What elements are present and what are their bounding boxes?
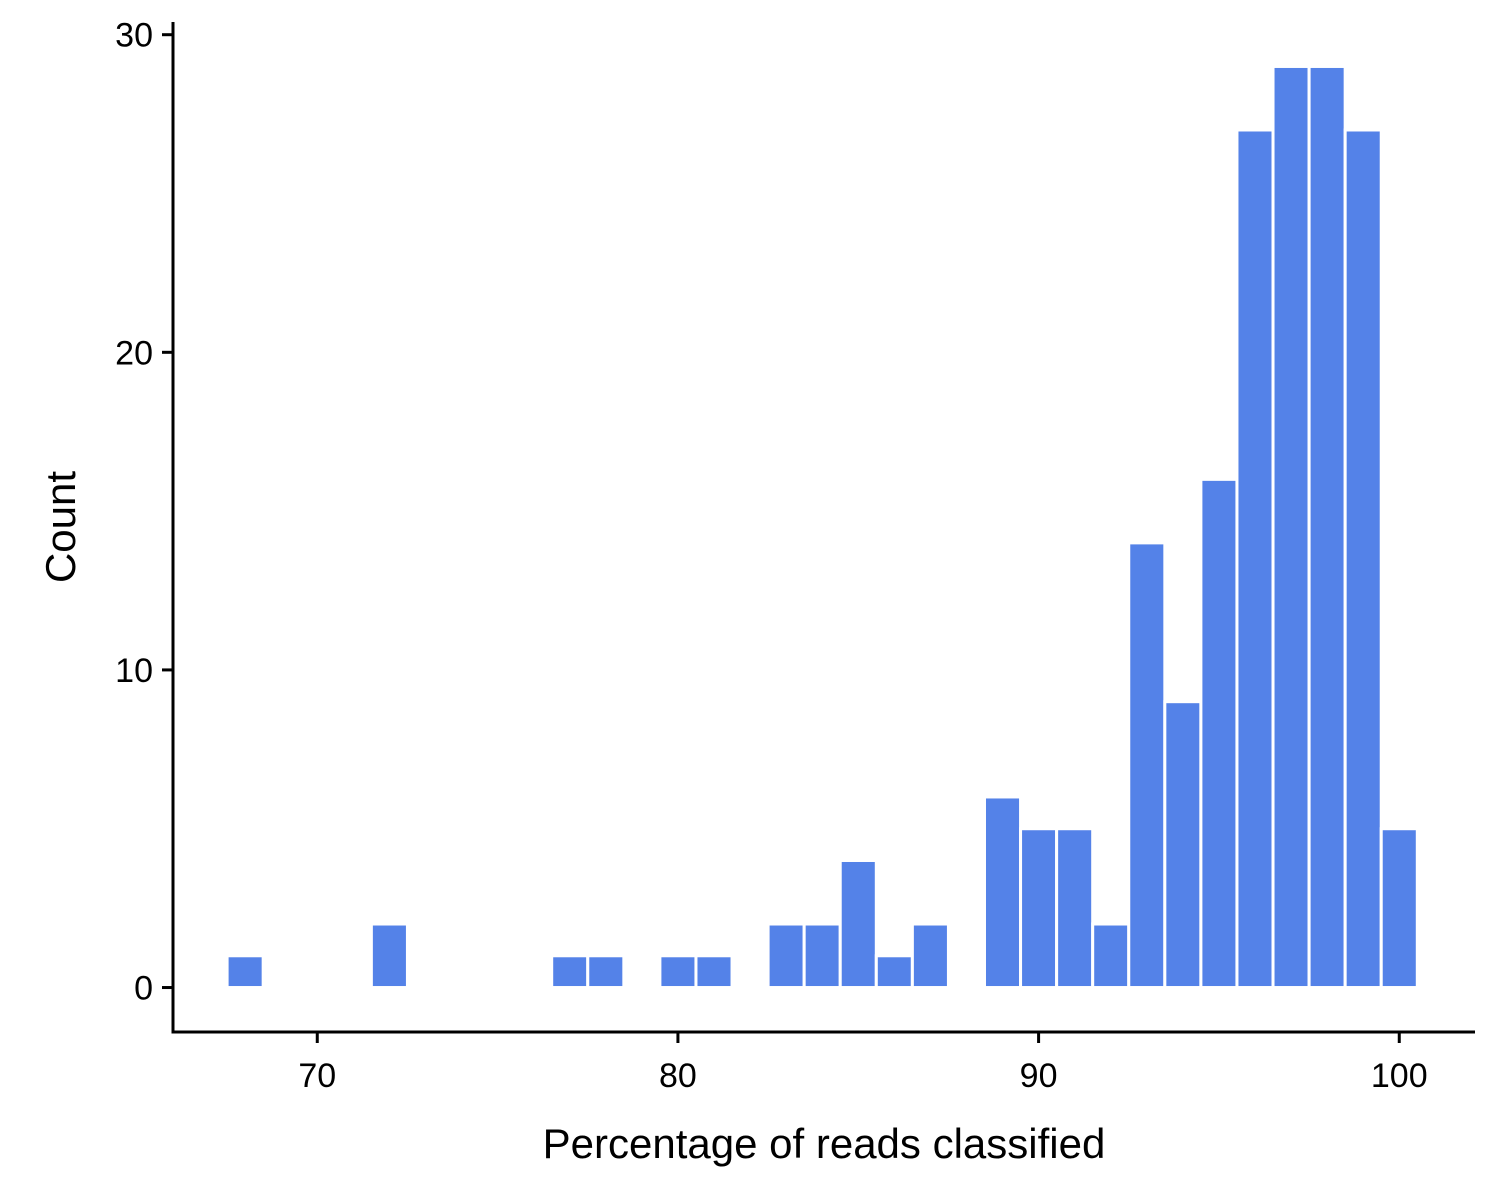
bar-83 [766, 922, 806, 990]
bar-86 [874, 954, 914, 990]
x-tick-label: 90 [1020, 1057, 1058, 1095]
y-tick-label: 10 [115, 652, 153, 690]
bar-87 [910, 922, 950, 990]
bar-85 [838, 858, 878, 990]
bar-96 [1235, 128, 1275, 990]
bar-92 [1091, 922, 1131, 990]
x-axis-ticks: 70 80 90 100 [298, 1032, 1428, 1095]
y-tick-label: 20 [115, 334, 153, 372]
bar-91 [1055, 827, 1095, 990]
bar-94 [1163, 700, 1203, 990]
y-axis-title: Count [37, 471, 84, 583]
bar-99 [1343, 128, 1383, 990]
bar-100 [1379, 827, 1419, 990]
bar-77 [550, 954, 590, 990]
y-tick-label: 0 [134, 970, 153, 1008]
bar-80 [658, 954, 698, 990]
bar-72 [369, 922, 409, 990]
x-tick-label: 70 [298, 1057, 336, 1095]
x-tick-label: 80 [659, 1057, 697, 1095]
bar-97 [1271, 64, 1311, 990]
y-axis-ticks: 0 10 20 30 [115, 17, 173, 1008]
bar-68 [225, 954, 265, 990]
bar-93 [1127, 541, 1167, 990]
bar-78 [586, 954, 626, 990]
bar-84 [802, 922, 842, 990]
x-tick-label: 100 [1371, 1057, 1428, 1095]
bar-95 [1199, 477, 1239, 990]
bar-81 [694, 954, 734, 990]
bars-group [225, 64, 1419, 990]
bar-89 [982, 795, 1023, 990]
y-tick-label: 30 [115, 17, 153, 55]
x-axis-title: Percentage of reads classified [543, 1120, 1106, 1167]
bar-98 [1307, 64, 1347, 990]
bar-90 [1019, 827, 1059, 990]
